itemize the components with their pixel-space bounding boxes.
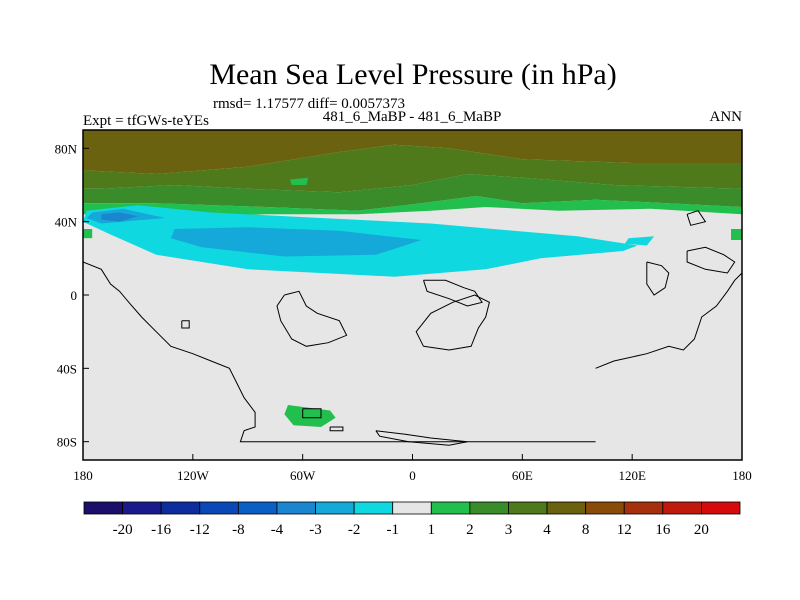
colorbar-label: -12 xyxy=(190,522,210,538)
colorbar-label: 8 xyxy=(582,522,590,538)
colorbar-swatch xyxy=(430,501,471,515)
case-label: 481_6_MaBP - 481_6_MaBP xyxy=(323,109,502,125)
colorbar-swatch xyxy=(122,501,162,515)
colorbar-label: -1 xyxy=(386,522,399,538)
colorbar-swatch xyxy=(353,501,394,515)
contour-region-north-band-2to3 xyxy=(83,174,742,211)
coastline-2 xyxy=(276,290,348,347)
experiment-label: Expt = tfGWs-teYEs xyxy=(83,113,209,129)
colorbar-swatch xyxy=(508,501,548,515)
x-tick-label: 180 xyxy=(732,468,752,483)
y-tick-label: 40S xyxy=(57,361,77,376)
colorbar-label: 16 xyxy=(655,522,671,538)
colorbar-swatch xyxy=(623,501,664,515)
colorbar-swatch xyxy=(662,501,702,515)
colorbar-label: 2 xyxy=(466,522,474,538)
colorbar-label: 1 xyxy=(428,522,436,538)
contour-region-small-patch-east xyxy=(624,236,655,246)
x-tick-label: 120W xyxy=(177,468,210,483)
y-tick-label: 80N xyxy=(55,141,78,156)
colorbar-swatch xyxy=(469,501,509,515)
colorbar-swatch xyxy=(585,501,625,515)
coastline-11 xyxy=(375,430,468,446)
contour-region-north-band-3to4 xyxy=(83,144,742,193)
coastline-12 xyxy=(686,210,707,226)
colorbar-swatch xyxy=(701,501,741,515)
coastline-4 xyxy=(423,279,483,307)
coastline-3 xyxy=(415,294,490,351)
colorbar-swatch xyxy=(546,501,587,515)
contour-region-north-band-1to2 xyxy=(83,196,742,218)
colorbar-label: 20 xyxy=(694,522,709,538)
colorbar-label: -4 xyxy=(271,522,284,538)
coastline-5 xyxy=(595,272,742,369)
colorbar-swatch xyxy=(160,501,201,515)
colorbar-label: 3 xyxy=(505,522,513,538)
colorbar-swatch xyxy=(315,501,355,515)
colorbar-label: -8 xyxy=(232,522,245,538)
coastline-9 xyxy=(302,408,322,419)
contour-region-north-band-4to8 xyxy=(83,130,742,174)
contour-region-south-patch-plus1 xyxy=(284,405,336,427)
coastline-10 xyxy=(329,426,344,432)
y-tick-label: 0 xyxy=(71,288,78,303)
colorbar: -20 -16 -12 -8 -4 -3 -2 -1 1 2 3 4 8 12 16 20 xyxy=(83,501,741,538)
colorbar-label: 12 xyxy=(617,522,632,538)
colorbar-label: 4 xyxy=(543,522,551,538)
contour-region-low-core-minus3 xyxy=(101,212,138,222)
coastline-6 xyxy=(646,261,670,296)
stats-line: rmsd= 1.17577 diff= 0.0057373 xyxy=(213,96,405,112)
x-tick-label: 60E xyxy=(512,468,533,483)
map-plot: 180 120W 60W 0 60E 120E 180 80N 40N 0 40S 80S xyxy=(55,129,752,483)
x-tick-label: 60W xyxy=(290,468,316,483)
season-label: ANN xyxy=(710,109,743,125)
colorbar-label: -3 xyxy=(309,522,322,538)
colorbar-label: -2 xyxy=(348,522,361,538)
colorbar-swatch xyxy=(276,501,316,515)
coastline-7 xyxy=(686,246,736,274)
x-tick-label: 180 xyxy=(73,468,93,483)
contour-region-small-patch-north xyxy=(289,177,309,185)
coastline-1 xyxy=(83,261,596,443)
y-tick-label: 80S xyxy=(57,435,77,450)
chart-title: Mean Sea Level Pressure (in hPa) xyxy=(209,58,616,91)
colorbar-swatch xyxy=(392,501,432,515)
x-tick-label: 120E xyxy=(618,468,646,483)
contour-region-east-edge-plus1 xyxy=(731,229,742,240)
x-tick-label: 0 xyxy=(409,468,416,483)
colorbar-swatch xyxy=(199,501,239,515)
contour-region-low-east-minus2 xyxy=(170,227,422,257)
colorbar-swatch xyxy=(237,501,278,515)
contour-region-west-edge-plus1 xyxy=(83,229,93,239)
colorbar-swatch xyxy=(83,501,123,515)
colorbar-label: -20 xyxy=(113,522,133,538)
coastline-8 xyxy=(181,320,190,329)
colorbar-label: -16 xyxy=(151,522,171,538)
y-tick-label: 40N xyxy=(55,215,78,230)
